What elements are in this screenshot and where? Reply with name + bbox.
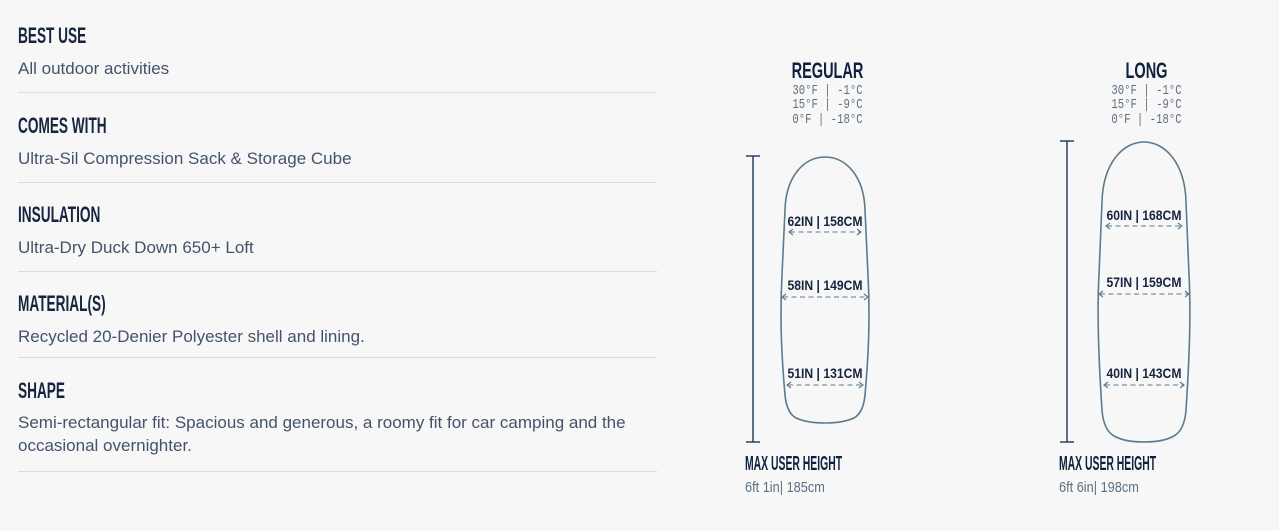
svg-text:57IN | 159CM: 57IN | 159CM (1107, 274, 1182, 290)
svg-text:62IN | 158CM: 62IN | 158CM (788, 213, 863, 229)
svg-text:40IN | 143CM: 40IN | 143CM (1107, 365, 1182, 381)
svg-text:51IN | 131CM: 51IN | 131CM (788, 365, 863, 381)
svg-text:58IN | 149CM: 58IN | 149CM (788, 277, 863, 293)
svg-text:60IN | 168CM: 60IN | 168CM (1107, 207, 1182, 223)
